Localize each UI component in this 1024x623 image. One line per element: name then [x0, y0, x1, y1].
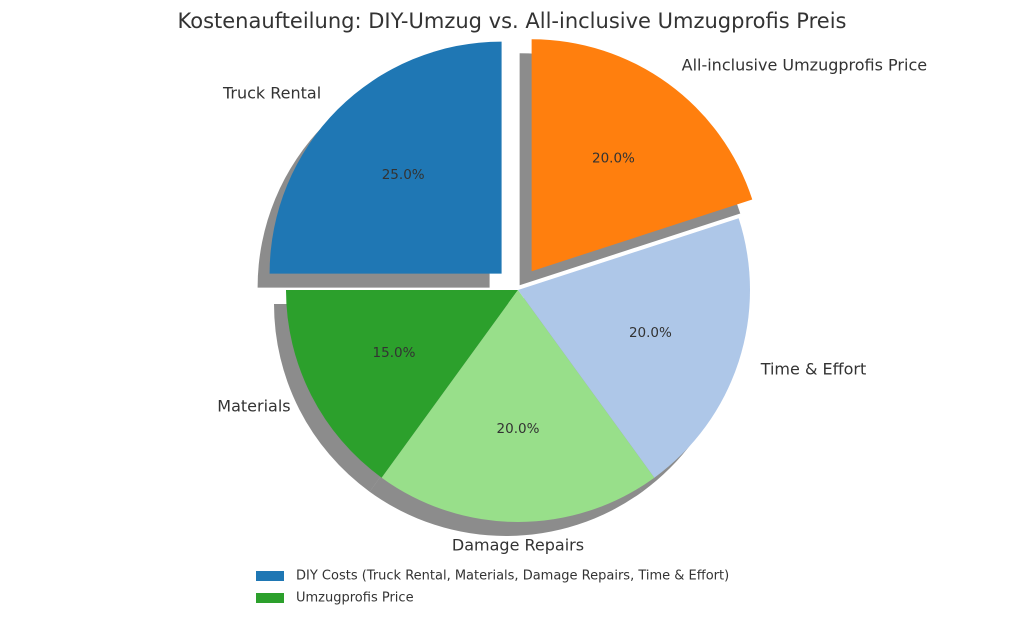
- slice-label-truck-rental: Truck Rental: [222, 84, 321, 103]
- chart-title: Kostenaufteilung: DIY-Umzug vs. All-incl…: [178, 9, 847, 33]
- legend-label-0: DIY Costs (Truck Rental, Materials, Dama…: [296, 569, 729, 584]
- pct-label-all-inclusive-umzugprofis-price: 20.0%: [592, 151, 635, 167]
- legend-swatch-1: [256, 593, 284, 603]
- slice-truck-rental: [269, 41, 502, 274]
- slice-label-materials: Materials: [217, 396, 290, 415]
- pct-label-time-effort: 20.0%: [629, 325, 672, 341]
- slice-damage-repairs: [381, 290, 655, 522]
- slice-layer: [269, 39, 753, 522]
- slice-label-damage-repairs: Damage Repairs: [452, 536, 584, 555]
- slice-label-time-effort: Time & Effort: [760, 359, 867, 378]
- legend-swatch-0: [256, 571, 284, 581]
- slice-time-effort: [518, 218, 750, 478]
- slice-materials: [286, 290, 518, 478]
- pct-label-damage-repairs: 20.0%: [497, 421, 540, 437]
- legend-label-1: Umzugprofis Price: [296, 591, 414, 606]
- pct-label-materials: 15.0%: [373, 345, 416, 361]
- pct-label-truck-rental: 25.0%: [382, 167, 425, 183]
- label-layer: Truck Rental 25.0% Materials 15.0% Damage Re…: [217, 55, 927, 554]
- slice-label-all-inclusive-umzugprofis-price: All-inclusive Umzugprofis Price: [682, 55, 927, 74]
- legend: DIY Costs (Truck Rental, Materials, Dama…: [256, 569, 729, 606]
- slice-all-inclusive-umzugprofis-price: [531, 39, 753, 272]
